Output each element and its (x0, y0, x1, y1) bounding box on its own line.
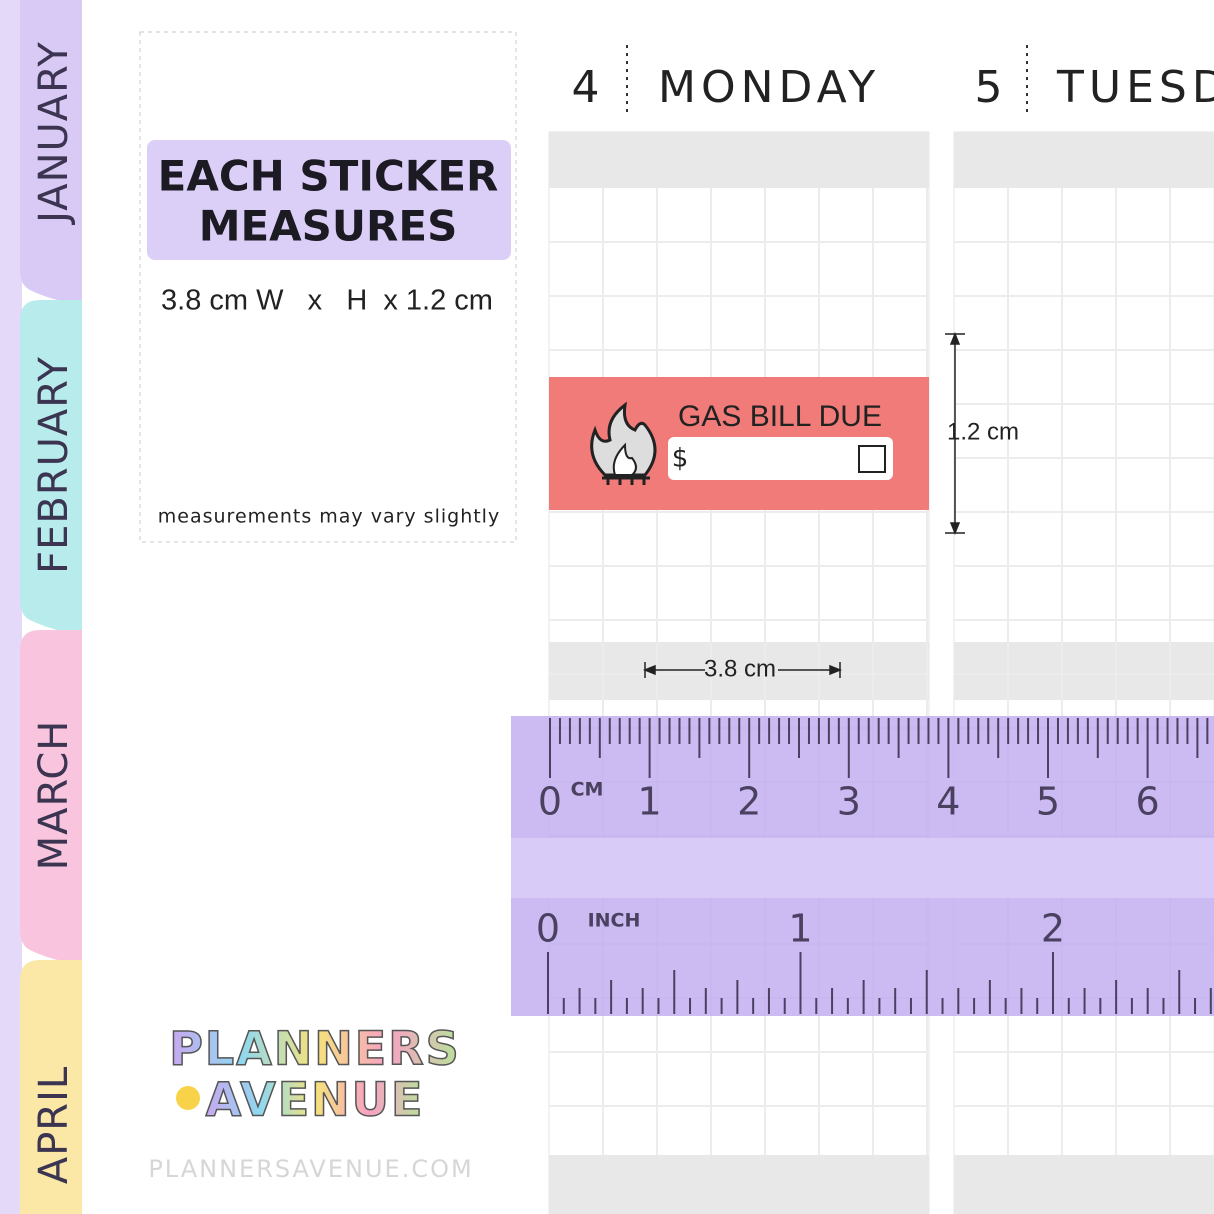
day-name: TUESDAY (1056, 62, 1214, 113)
day-number: 5 (975, 62, 1008, 113)
cm-label: 6 (1136, 780, 1160, 824)
info-title: MEASURES (199, 202, 458, 251)
tab-february (20, 300, 82, 635)
grey-band (549, 132, 929, 188)
tab-april (20, 960, 82, 1214)
tab-label[interactable]: JANUARY (31, 41, 77, 226)
fire-icon (590, 401, 657, 485)
width-marker (642, 662, 843, 678)
cm-label: 1 (638, 780, 662, 824)
grey-band (954, 1155, 1214, 1214)
grey-band (549, 642, 929, 700)
tab-label[interactable]: FEBRUARY (31, 356, 77, 574)
ruler-ticks (547, 718, 1212, 1014)
sticker-field (668, 437, 893, 480)
cm-label: 3 (837, 780, 861, 824)
cm-label: 0 (538, 780, 562, 824)
planner-columns (548, 131, 1214, 1214)
inch-label: 0 (536, 907, 560, 951)
ruler-labels: 0 1 2 3 4 5 6 0 1 2 (536, 780, 1160, 951)
logo-line[interactable]: AVENUE (205, 1072, 425, 1128)
ruler-band (511, 838, 1214, 898)
side-strip (0, 0, 22, 1214)
info-box (139, 31, 517, 543)
logo-line[interactable]: PLANNERS (168, 1021, 461, 1077)
inch-label: 1 (788, 907, 812, 951)
logo-sun (176, 1086, 200, 1110)
height-label: 1.2 cm (947, 418, 1019, 445)
logo-url[interactable]: PLANNERSAVENUE.COM (148, 1155, 473, 1183)
info-note: measurements may vary slightly (158, 506, 500, 528)
info-title: EACH STICKER (158, 152, 499, 201)
sticker-currency: $ (672, 444, 689, 474)
info-dimensions: 3.8 cm W x H x 1.2 cm (161, 285, 493, 317)
cm-label: 2 (737, 780, 761, 824)
height-marker (945, 331, 965, 536)
info-title-bg (147, 140, 511, 260)
grey-band (954, 642, 1214, 700)
day-number: 4 (572, 62, 605, 113)
tab-march (20, 630, 82, 965)
cm-unit: CM (571, 779, 604, 801)
width-label: 3.8 cm (704, 655, 776, 682)
sticker-title: GAS BILL DUE (678, 400, 882, 433)
checkbox[interactable] (858, 445, 886, 473)
tab-january (20, 0, 82, 305)
inch-unit: INCH (588, 910, 641, 932)
cm-label: 5 (1036, 780, 1060, 824)
tab-label[interactable]: APRIL (31, 1066, 77, 1184)
tab-label[interactable]: MARCH (31, 720, 77, 871)
day-name: MONDAY (658, 62, 880, 113)
inch-label: 2 (1041, 907, 1065, 951)
grey-band (954, 132, 1214, 188)
cm-label: 4 (936, 780, 960, 824)
grey-band (549, 1155, 929, 1214)
